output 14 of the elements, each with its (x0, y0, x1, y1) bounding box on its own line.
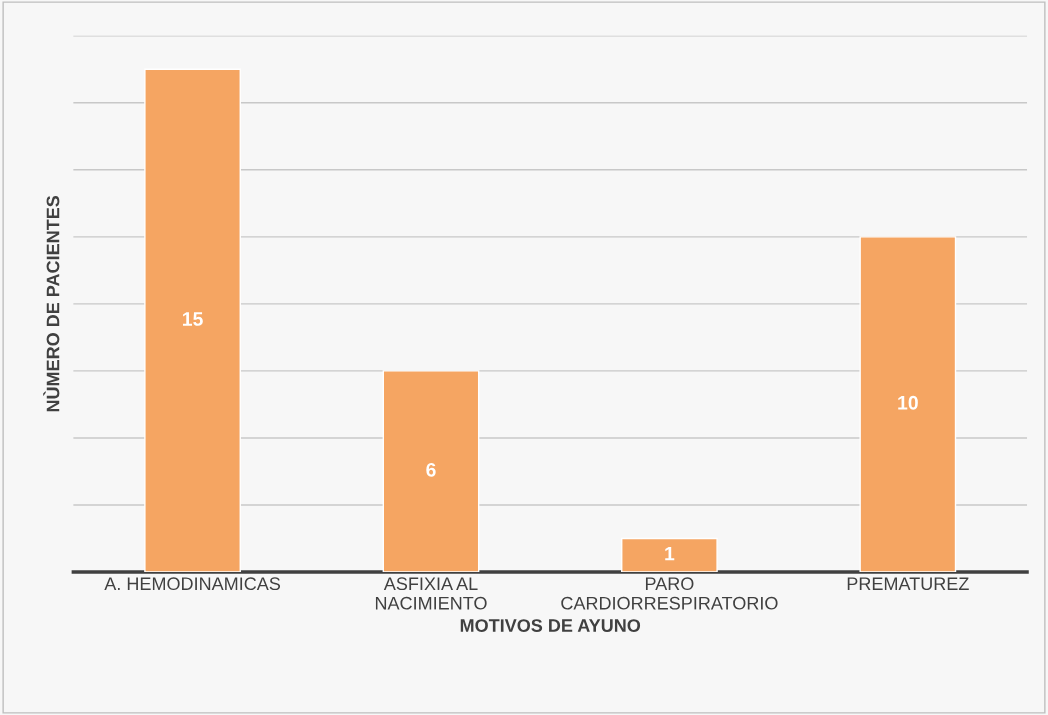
x-tick-label: ASFIXIA AL NACIMIENTO (375, 577, 487, 610)
data-label: 1 (665, 546, 675, 561)
bar (382, 370, 480, 572)
x-tick-label: PARO CARDIORRESPIRATORIO (561, 577, 778, 610)
bar (859, 236, 957, 572)
data-label: 10 (898, 395, 918, 410)
x-tick-label: A. HEMODINAMICAS (104, 577, 281, 591)
bar (144, 68, 241, 572)
bar (621, 537, 718, 572)
data-label: 6 (426, 462, 436, 477)
x-tick-label: PREMATUREZ (847, 577, 969, 591)
y-axis-title: NÙMERO DE PACIENTES (43, 195, 60, 412)
x-axis-title: MOTIVOS DE AYUNO (460, 619, 641, 632)
data-label: 15 (182, 312, 203, 326)
